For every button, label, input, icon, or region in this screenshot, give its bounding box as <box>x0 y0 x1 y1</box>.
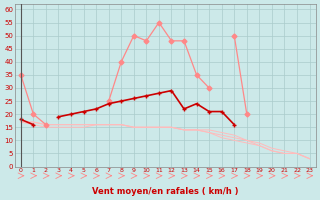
X-axis label: Vent moyen/en rafales ( km/h ): Vent moyen/en rafales ( km/h ) <box>92 187 238 196</box>
